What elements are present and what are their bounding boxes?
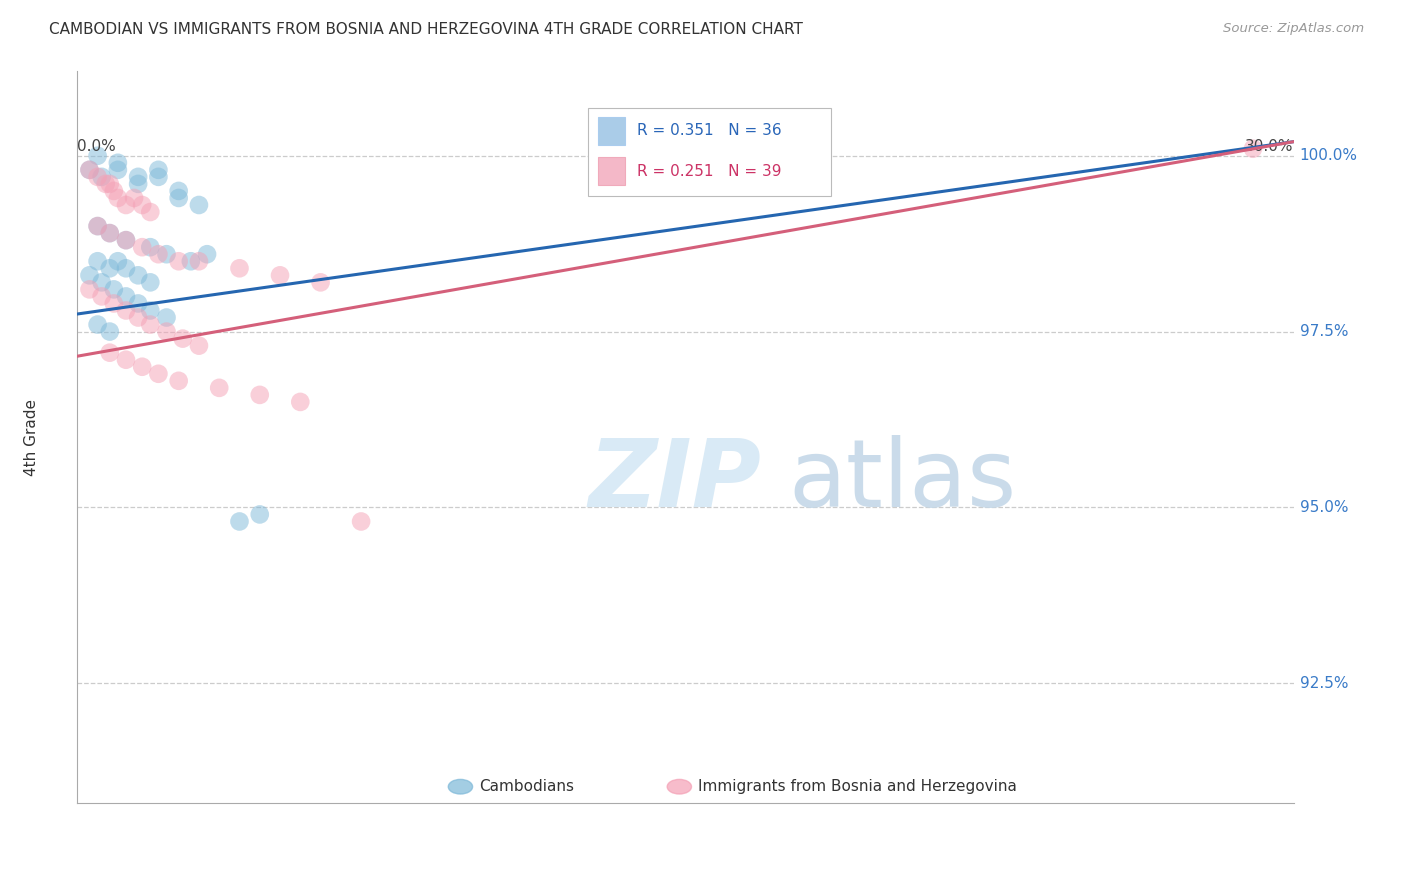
Point (86, 219, 108, 233)
Point (269, 268, 291, 283)
Point (148, 162, 170, 177)
Point (131, 240, 153, 254)
Point (249, 508, 271, 522)
Point (148, 367, 170, 381)
Point (155, 325, 177, 339)
Point (155, 247, 177, 261)
Point (131, 359, 153, 374)
Text: 95.0%: 95.0% (1299, 500, 1348, 515)
Point (107, 162, 129, 177)
Text: Source: ZipAtlas.com: Source: ZipAtlas.com (1223, 22, 1364, 36)
Point (115, 352, 138, 367)
Point (228, 261, 250, 276)
Point (98, 261, 121, 276)
Text: R = 0.351   N = 36: R = 0.351 N = 36 (637, 123, 782, 138)
Point (228, 515, 250, 529)
Text: Cambodians: Cambodians (478, 780, 574, 794)
Point (115, 261, 138, 276)
Point (188, 254, 211, 268)
Point (131, 198, 153, 212)
Point (90, 289, 112, 303)
Point (139, 240, 162, 254)
Point (103, 296, 125, 310)
Point (79, 282, 101, 296)
Point (1241, 142, 1264, 156)
Point (148, 169, 170, 184)
Point (127, 177, 149, 191)
Point (195, 247, 218, 261)
Point (309, 276, 332, 290)
Text: 97.5%: 97.5% (1299, 324, 1348, 339)
Point (139, 276, 162, 290)
Text: 4th Grade: 4th Grade (24, 399, 38, 475)
Point (139, 205, 162, 219)
Bar (598, 157, 624, 185)
Point (86, 254, 108, 268)
Point (127, 296, 149, 310)
Point (208, 381, 231, 395)
Point (98, 177, 121, 191)
Point (115, 233, 138, 247)
Point (86, 318, 108, 332)
Point (86, 149, 108, 163)
Point (167, 374, 190, 388)
Point (86, 219, 108, 233)
Text: 100.0%: 100.0% (1299, 148, 1358, 163)
Point (79, 268, 101, 283)
Circle shape (668, 780, 692, 794)
Point (127, 268, 149, 283)
Point (94, 177, 117, 191)
Point (79, 162, 101, 177)
Text: CAMBODIAN VS IMMIGRANTS FROM BOSNIA AND HERZEGOVINA 4TH GRADE CORRELATION CHART: CAMBODIAN VS IMMIGRANTS FROM BOSNIA AND … (49, 22, 803, 37)
Text: 0.0%: 0.0% (77, 138, 117, 153)
Point (172, 332, 194, 346)
Point (249, 388, 271, 402)
Text: atlas: atlas (789, 435, 1017, 527)
Point (107, 155, 129, 169)
Bar (598, 117, 624, 145)
Point (155, 310, 177, 325)
Point (167, 184, 190, 198)
Text: R = 0.251   N = 39: R = 0.251 N = 39 (637, 164, 782, 179)
Point (90, 169, 112, 184)
Point (115, 198, 138, 212)
Point (115, 233, 138, 247)
Point (98, 345, 121, 359)
Point (188, 198, 211, 212)
Point (103, 184, 125, 198)
Point (148, 247, 170, 261)
Circle shape (449, 780, 472, 794)
Point (350, 515, 373, 529)
Point (127, 169, 149, 184)
Point (290, 395, 312, 409)
Point (98, 226, 121, 240)
Text: 92.5%: 92.5% (1299, 676, 1348, 690)
Point (107, 254, 129, 268)
Text: 30.0%: 30.0% (1246, 138, 1294, 153)
Point (188, 339, 211, 353)
Point (107, 191, 129, 205)
FancyBboxPatch shape (588, 108, 831, 195)
Point (98, 325, 121, 339)
Point (98, 226, 121, 240)
Point (167, 191, 190, 205)
Point (139, 303, 162, 318)
Point (122, 191, 145, 205)
Point (115, 303, 138, 318)
Point (86, 169, 108, 184)
Point (90, 276, 112, 290)
Point (180, 254, 202, 268)
Point (79, 162, 101, 177)
Point (139, 318, 162, 332)
Text: Immigrants from Bosnia and Herzegovina: Immigrants from Bosnia and Herzegovina (697, 780, 1017, 794)
Text: ZIP: ZIP (588, 435, 761, 527)
Point (103, 282, 125, 296)
Point (127, 310, 149, 325)
Point (115, 289, 138, 303)
Point (167, 254, 190, 268)
